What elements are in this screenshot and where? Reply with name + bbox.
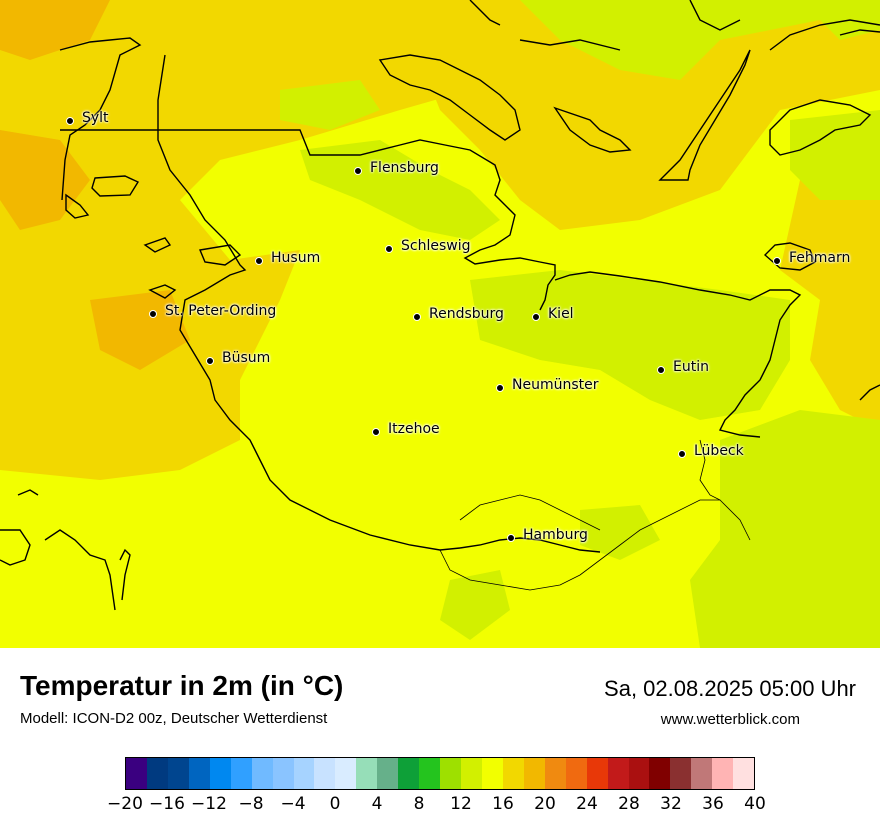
colorbar-swatch: [628, 758, 650, 789]
city-marker: [507, 534, 515, 542]
colorbar-swatch: [230, 758, 252, 789]
model-info: Modell: ICON-D2 00z, Deutscher Wetterdie…: [20, 710, 328, 727]
city-marker: [678, 450, 686, 458]
colorbar-swatch: [356, 758, 378, 789]
colorbar-swatch: [649, 758, 671, 789]
colorbar-swatch: [314, 758, 336, 789]
city-label: Flensburg: [370, 160, 439, 176]
city-label: Neumünster: [512, 377, 599, 393]
colorbar-tick-label: 24: [576, 794, 598, 814]
city-label: Sylt: [82, 110, 109, 126]
colorbar-tick-label: 12: [450, 794, 472, 814]
cool-patch-south: [440, 570, 510, 640]
colorbar-swatch: [398, 758, 420, 789]
colorbar-swatch: [586, 758, 608, 789]
city-label: Eutin: [673, 359, 709, 375]
colorbar-swatch: [733, 758, 755, 789]
colorbar-tick-label: 28: [618, 794, 640, 814]
colorbar-swatch: [544, 758, 566, 789]
colorbar-swatch: [565, 758, 587, 789]
temperature-map: [0, 0, 880, 648]
cool-zone-flensburg: [300, 140, 500, 240]
colorbar-tick-label: 4: [371, 794, 383, 814]
city-label: Rendsburg: [429, 306, 504, 322]
colorbar-tick-label: 0: [329, 794, 341, 814]
city-label: Kiel: [548, 306, 574, 322]
colorbar-tick-label: 16: [492, 794, 514, 814]
map-title: Temperatur in 2m (in °C): [20, 670, 344, 701]
colorbar-swatch: [607, 758, 629, 789]
temperature-colorbar: [125, 757, 755, 790]
city-label: Hamburg: [523, 527, 588, 543]
colorbar-tick-label: 8: [413, 794, 425, 814]
city-marker: [496, 384, 504, 392]
city-label: Lübeck: [694, 443, 744, 459]
colorbar-tick-label: 36: [702, 794, 724, 814]
cool-patch-north: [280, 80, 380, 130]
warm-zone-north: [380, 0, 880, 230]
cool-patch-hamburg: [580, 505, 660, 560]
colorbar-swatch: [335, 758, 357, 789]
colorbar-swatch: [440, 758, 461, 789]
colorbar-swatch: [377, 758, 399, 789]
city-marker: [206, 357, 214, 365]
city-label: Fehmarn: [789, 250, 851, 266]
colorbar-swatch: [481, 758, 503, 789]
website-link[interactable]: www.wetterblick.com: [660, 711, 800, 728]
city-marker: [372, 428, 380, 436]
colorbar-tick-label: 32: [660, 794, 682, 814]
coastlines: [0, 0, 880, 611]
warmer-patch-nw: [0, 0, 110, 60]
colorbar-swatch: [670, 758, 692, 789]
city-marker: [255, 257, 263, 265]
colorbar-swatch: [272, 758, 294, 789]
colorbar-tick-label: −4: [280, 794, 306, 814]
forecast-datetime: Sa, 02.08.2025 05:00 Uhr: [604, 676, 856, 701]
colorbar-tick-label: −20: [107, 794, 143, 814]
cool-zone-kiel: [470, 270, 790, 420]
city-label: Schleswig: [401, 238, 471, 254]
city-marker: [354, 167, 362, 175]
city-marker: [385, 245, 393, 253]
colorbar-swatch: [209, 758, 231, 789]
warmer-patch-west: [0, 130, 90, 230]
colorbar-swatch: [167, 758, 189, 789]
cool-zone-southeast: [690, 410, 880, 648]
colorbar-tick-label: 40: [744, 794, 766, 814]
colorbar-swatch: [188, 758, 210, 789]
colorbar-swatch: [523, 758, 545, 789]
colorbar-swatch: [293, 758, 315, 789]
colorbar-tick-label: 20: [534, 794, 556, 814]
colorbar-tick-label: −12: [191, 794, 227, 814]
city-marker: [149, 310, 157, 318]
colorbar-tick-label: −8: [238, 794, 264, 814]
city-label: St. Peter-Ording: [165, 303, 277, 319]
colorbar-swatch: [461, 758, 482, 789]
city-marker: [773, 257, 781, 265]
borders: [439, 439, 751, 591]
city-label: Büsum: [222, 350, 271, 366]
colorbar-swatch: [502, 758, 524, 789]
colorbar-swatch: [126, 758, 147, 789]
colorbar-ticks: −20 −16 −12 −8 −4 0 4 8 12 16 20 24 28 32 36 40: [107, 794, 766, 818]
city-marker: [657, 366, 665, 374]
colorbar-swatch: [419, 758, 441, 789]
city-label: Itzehoe: [388, 421, 440, 437]
city-label: Husum: [271, 250, 321, 266]
cool-zone-east: [790, 110, 880, 200]
colorbar-swatch: [712, 758, 734, 789]
city-marker: [413, 313, 421, 321]
warm-zone-east: [780, 170, 880, 430]
colorbar-tick-label: −16: [149, 794, 185, 814]
colorbar-swatch: [146, 758, 168, 789]
city-marker: [66, 117, 74, 125]
warmer-patch-sw: [90, 290, 190, 370]
colorbar-swatch: [691, 758, 713, 789]
colorbar-swatch: [251, 758, 273, 789]
cool-zone-ne: [520, 0, 880, 80]
city-marker: [532, 313, 540, 321]
